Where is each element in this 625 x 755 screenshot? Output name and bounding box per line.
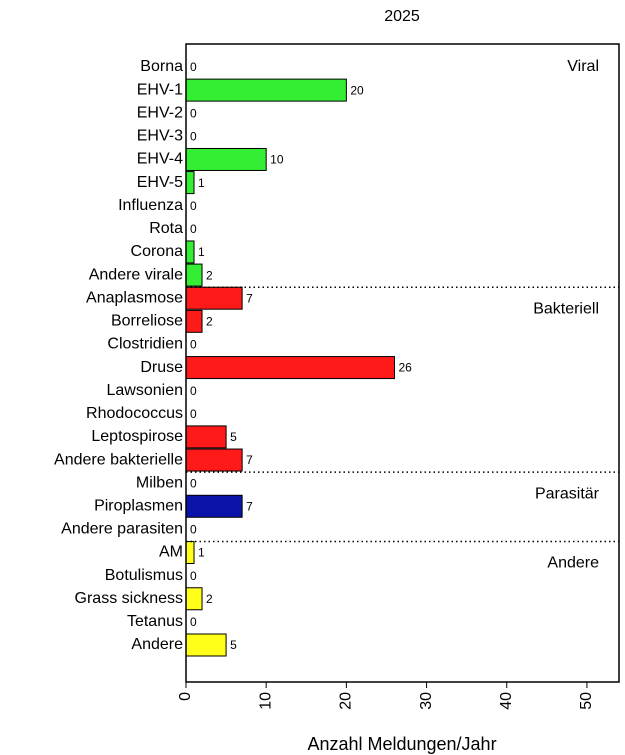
bar bbox=[185, 286, 243, 310]
group-label: Andere bbox=[547, 555, 599, 572]
value-label: 2 bbox=[206, 314, 213, 328]
value-label: 10 bbox=[270, 153, 284, 167]
value-label: 7 bbox=[246, 453, 253, 467]
x-tick-label: 0 bbox=[177, 692, 194, 701]
bar bbox=[185, 78, 347, 102]
group-label: Viral bbox=[567, 58, 599, 75]
y-tick-label: AM bbox=[159, 544, 183, 561]
y-tick-label: Anaplasmose bbox=[86, 289, 183, 306]
plot-frame bbox=[185, 43, 620, 683]
y-tick-label: Piroplasmen bbox=[94, 497, 183, 514]
y-tick-label: Borna bbox=[140, 58, 183, 75]
bar bbox=[185, 587, 203, 611]
y-tick-label: Andere parasiten bbox=[61, 521, 183, 538]
x-tick-label: 50 bbox=[578, 692, 595, 710]
bar bbox=[185, 240, 195, 264]
value-label: 0 bbox=[190, 130, 197, 144]
y-tick-label: EHV-1 bbox=[137, 81, 183, 98]
value-label: 0 bbox=[190, 476, 197, 490]
y-tick-label: Druse bbox=[140, 359, 183, 376]
group-label: Parasitär bbox=[535, 485, 600, 502]
value-label: 26 bbox=[398, 361, 412, 375]
bar bbox=[185, 309, 203, 333]
value-label: 5 bbox=[230, 430, 237, 444]
bar bbox=[185, 171, 195, 195]
bar bbox=[185, 356, 395, 380]
y-tick-label: Andere bbox=[131, 636, 183, 653]
x-tick-label: 20 bbox=[338, 692, 355, 710]
y-tick-label: EHV-2 bbox=[137, 104, 183, 121]
y-tick-label: Influenza bbox=[118, 197, 183, 214]
value-label: 2 bbox=[206, 592, 213, 606]
value-label: 0 bbox=[190, 384, 197, 398]
y-tick-label: Rhodococcus bbox=[86, 405, 183, 422]
value-label: 5 bbox=[230, 638, 237, 652]
value-label: 20 bbox=[350, 83, 364, 97]
value-label: 0 bbox=[190, 615, 197, 629]
y-tick-label: Milben bbox=[136, 474, 183, 491]
y-tick-label: Lawsonien bbox=[107, 382, 184, 399]
x-tick-label: 30 bbox=[418, 692, 435, 710]
y-tick-label: Clostridien bbox=[107, 336, 183, 353]
x-tick-label: 10 bbox=[257, 692, 274, 710]
chart-title: 2025 bbox=[384, 8, 420, 25]
group-label: Bakteriell bbox=[533, 300, 599, 317]
y-tick-label: EHV-3 bbox=[137, 128, 183, 145]
y-tick-label: Leptospirose bbox=[91, 428, 183, 445]
value-label: 0 bbox=[190, 569, 197, 583]
value-label: 0 bbox=[190, 338, 197, 352]
bar bbox=[185, 541, 195, 565]
value-label: 1 bbox=[198, 245, 205, 259]
value-label: 0 bbox=[190, 523, 197, 537]
value-label: 1 bbox=[198, 546, 205, 560]
y-tick-label: Andere virale bbox=[89, 266, 183, 283]
bar bbox=[185, 633, 227, 657]
y-tick-label: Tetanus bbox=[127, 613, 183, 630]
value-label: 0 bbox=[190, 407, 197, 421]
y-tick-label: Botulismus bbox=[105, 567, 183, 584]
x-tick-label: 40 bbox=[498, 692, 515, 710]
y-tick-label: Rota bbox=[149, 220, 183, 237]
y-tick-label: Grass sickness bbox=[75, 590, 183, 607]
bar bbox=[185, 147, 267, 171]
value-label: 2 bbox=[206, 268, 213, 282]
bar bbox=[185, 494, 243, 518]
bar bbox=[185, 263, 203, 287]
value-label: 0 bbox=[190, 60, 197, 74]
y-tick-label: Andere bakterielle bbox=[54, 451, 183, 468]
bar bbox=[185, 448, 243, 472]
value-label: 7 bbox=[246, 291, 253, 305]
y-tick-label: EHV-4 bbox=[137, 151, 183, 168]
y-tick-label: Corona bbox=[131, 243, 184, 260]
y-tick-label: Borreliose bbox=[111, 313, 183, 330]
y-tick-label: EHV-5 bbox=[137, 174, 183, 191]
value-label: 0 bbox=[190, 106, 197, 120]
value-label: 0 bbox=[190, 199, 197, 213]
value-label: 1 bbox=[198, 176, 205, 190]
value-label: 0 bbox=[190, 222, 197, 236]
x-axis-label: Anzahl Meldungen/Jahr bbox=[307, 734, 496, 754]
bar bbox=[185, 425, 227, 449]
value-label: 7 bbox=[246, 499, 253, 513]
